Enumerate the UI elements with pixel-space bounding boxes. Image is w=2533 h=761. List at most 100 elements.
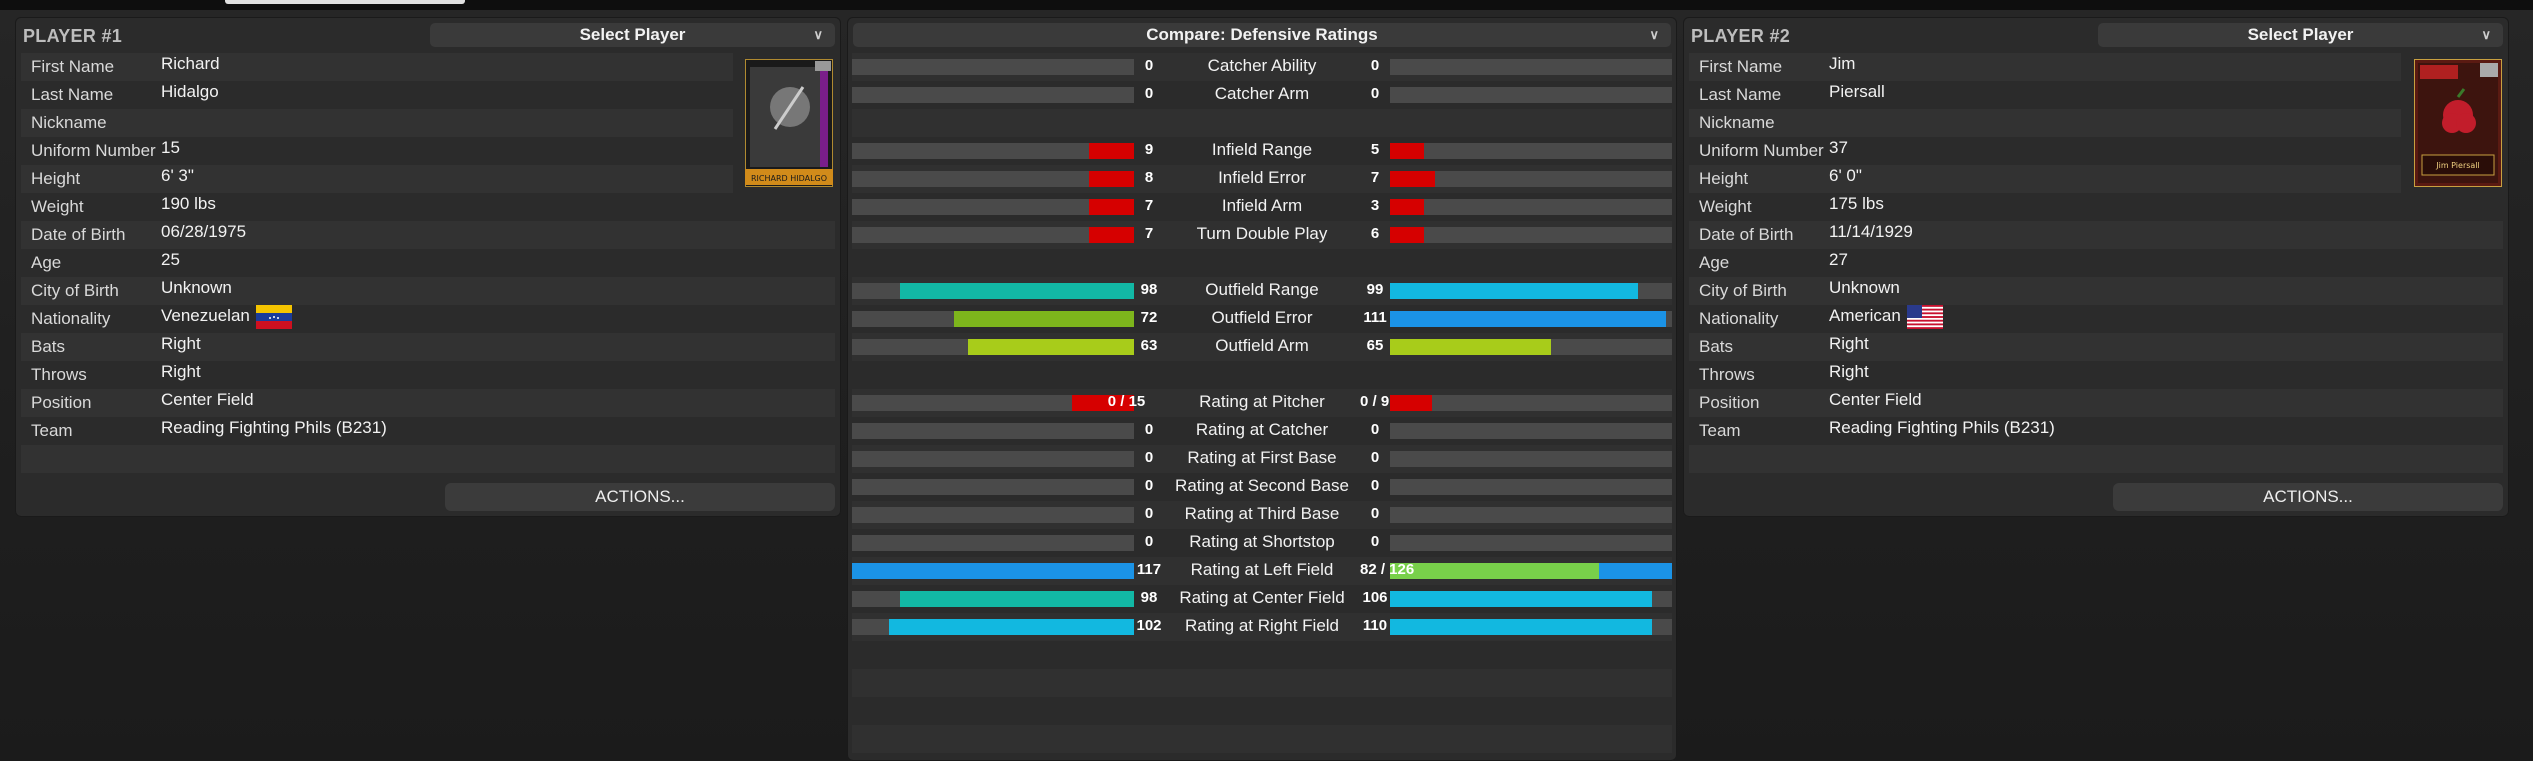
left-bar-fill [1089,227,1134,243]
player-1-panel: PLAYER #1 Select Player ∨ First Name Rich… [15,17,841,517]
compare-row: 117 Rating at Left Field 82 / 126 [852,557,1672,585]
compare-row-empty [852,109,1672,137]
stat-label: Catcher Ability [1207,56,1317,75]
right-bar-track [1390,199,1672,215]
compare-row: 63 Outfield Arm 65 [852,333,1672,361]
left-value: 98 [1140,589,1158,606]
info-label: Team [31,421,73,440]
compare-select[interactable]: Compare: Defensive Ratings ∨ [853,23,1671,47]
left-value: 72 [1140,309,1158,326]
info-row: Age 27 [1689,249,2503,277]
info-value-text: 06/28/1975 [161,222,247,241]
info-row: Last Name Hidalgo [21,81,733,109]
compare-row-empty [852,361,1672,389]
stat-label: Infield Range [1211,140,1313,159]
right-bar-fill [1390,283,1638,299]
left-bar-fill [900,591,1134,607]
right-bar-track [1390,535,1672,551]
compare-row-empty [852,641,1672,669]
info-value-text: Right [1829,334,1869,353]
info-label: First Name [1699,57,1783,76]
right-value: 0 [1370,85,1380,102]
player-1-select[interactable]: Select Player ∨ [430,23,835,47]
info-value: Hidalgo [161,78,219,106]
compare-row: 7 Infield Arm 3 [852,193,1672,221]
info-value-text: Right [1829,362,1869,381]
player-2-actions-button[interactable]: ACTIONS... [2113,483,2503,511]
info-value-text: Piersall [1829,82,1885,101]
left-value: 63 [1140,337,1158,354]
right-bar-fill [1390,563,1599,579]
info-value: Unknown [1829,274,1900,302]
compare-row-empty [852,249,1672,277]
info-label: Date of Birth [1699,225,1794,244]
usa-flag-icon [1901,304,1943,329]
info-label: Height [31,169,81,188]
info-row: Nationality Venezuelan [21,304,835,333]
info-label: Position [1699,393,1760,412]
info-value-text: Unknown [161,278,232,297]
info-row: Position Center Field [1689,389,2503,417]
player-2-select[interactable]: Select Player ∨ [2098,23,2503,47]
right-value: 0 [1370,505,1380,522]
compare-row: 0 Catcher Arm 0 [852,81,1672,109]
compare-row: 0 / 15 Rating at Pitcher 0 / 9 [852,389,1672,417]
info-value-text: Reading Fighting Phils (B231) [161,418,387,437]
info-label: Weight [1699,197,1752,216]
info-row: Weight 175 lbs [1689,193,2503,221]
info-row: Bats Right [21,333,835,361]
right-bar-fill [1390,311,1666,327]
right-value: 106 [1362,589,1388,606]
info-row: Last Name Piersall [1689,81,2401,109]
compare-row: 72 Outfield Error 111 [852,305,1672,333]
info-value-text: Reading Fighting Phils (B231) [1829,418,2055,437]
info-value-text: Center Field [161,390,254,409]
info-value-text: Hidalgo [161,82,219,101]
right-bar-track [1390,451,1672,467]
info-value: 175 lbs [1829,190,1884,218]
info-label: Nickname [31,113,107,132]
left-bar-track [852,395,1134,411]
top-tab-indicator[interactable] [225,0,465,4]
compare-row: 8 Infield Error 7 [852,165,1672,193]
left-bar-fill [852,563,1134,579]
left-value: 9 [1144,141,1154,158]
info-value-text: Right [161,334,201,353]
info-row: Date of Birth 06/28/1975 [21,221,835,249]
compare-row: 0 Rating at Second Base 0 [852,473,1672,501]
left-bar-track [852,451,1134,467]
info-value: Center Field [1829,386,1922,414]
left-bar-fill [900,283,1134,299]
info-row: Height 6' 0" [1689,165,2401,193]
info-value-text: Center Field [1829,390,1922,409]
left-value: 0 / 15 [1107,393,1146,410]
compare-row: 7 Turn Double Play 6 [852,221,1672,249]
info-value: 6' 3" [161,162,194,190]
info-label: Throws [1699,365,1755,384]
info-value: 11/14/1929 [1829,218,1913,246]
left-value: 8 [1144,169,1154,186]
info-row-empty [21,445,835,473]
info-row: Nickname [1689,109,2401,137]
info-value: 15 [161,134,180,162]
left-bar-track [852,87,1134,103]
right-bar-track [1390,395,1672,411]
info-label: Uniform Number [31,141,156,160]
info-label: Age [31,253,62,272]
right-bar-track [1390,171,1672,187]
left-bar-track [852,199,1134,215]
compare-panel: Compare: Defensive Ratings ∨ 0 Catcher Ab… [847,17,1677,761]
info-row-empty [1689,445,2503,473]
left-bar-fill [1089,143,1134,159]
info-label: Uniform Number [1699,141,1824,160]
info-row: Uniform Number 37 [1689,137,2401,165]
info-label: Last Name [1699,85,1782,104]
compare-row: 0 Rating at Catcher 0 [852,417,1672,445]
player-1-actions-button[interactable]: ACTIONS... [445,483,835,511]
compare-row-empty [852,725,1672,753]
compare-row: 0 Rating at Shortstop 0 [852,529,1672,557]
left-value: 0 [1144,85,1154,102]
left-value: 102 [1136,617,1162,634]
info-value: 06/28/1975 [161,218,246,246]
info-row: City of Birth Unknown [21,277,835,305]
